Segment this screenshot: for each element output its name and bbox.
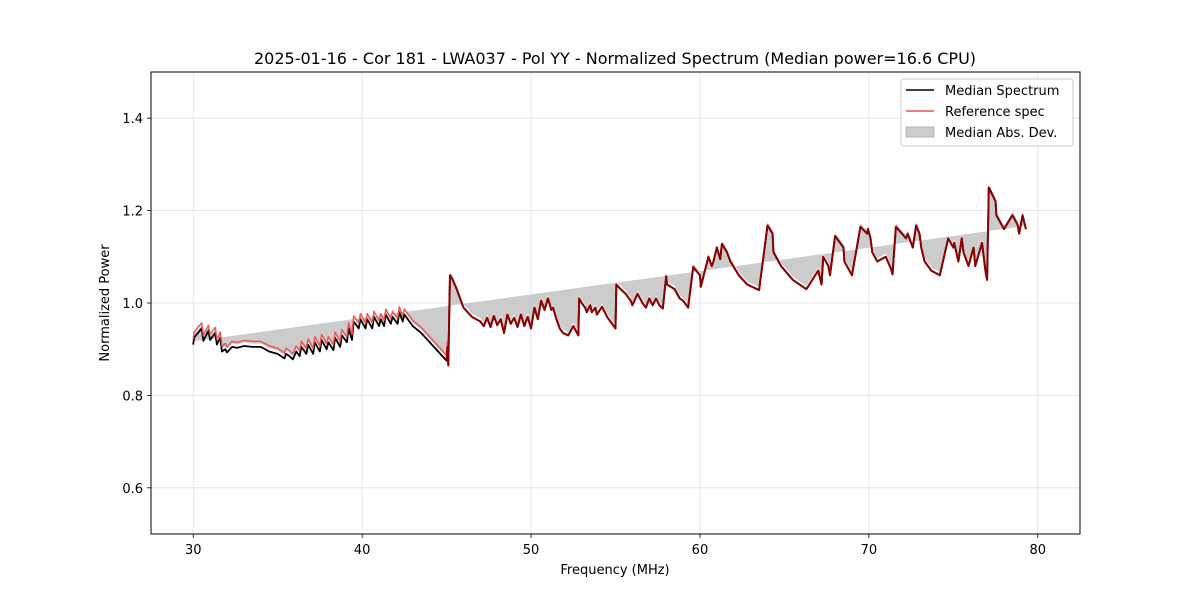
legend-swatch-mad [905,126,935,138]
x-tick-label: 40 [354,543,371,558]
chart-title: 2025-01-16 - Cor 181 - LWA037 - Pol YY -… [254,49,976,68]
x-tick-label: 70 [861,543,878,558]
y-tick-label: 1.2 [122,205,143,220]
y-tick-label: 1.0 [122,297,143,312]
legend-label-mad: Median Abs. Dev. [945,126,1057,141]
y-tick-label: 0.6 [122,482,143,497]
legend-frame [900,78,1074,147]
y-axis-label: Normalized Power [98,244,113,362]
mad-band [193,184,1026,363]
x-axis: 30 40 50 60 70 80 [185,534,1046,558]
x-tick-label: 60 [692,543,709,558]
y-tick-label: 0.8 [122,389,143,404]
legend-label-median: Median Spectrum [945,84,1059,99]
y-tick-label: 1.4 [122,112,143,127]
legend-label-reference: Reference spec [945,105,1045,120]
x-tick-label: 80 [1029,543,1046,558]
x-axis-label: Frequency (MHz) [560,563,669,578]
series-overlap-line [445,186,1027,367]
x-tick-label: 50 [523,543,540,558]
x-tick-label: 30 [185,543,202,558]
legend: Median Spectrum Reference spec Median Ab… [900,78,1074,147]
y-axis: 0.6 0.8 1.0 1.2 1.4 [122,112,151,497]
plot-area [192,184,1027,367]
